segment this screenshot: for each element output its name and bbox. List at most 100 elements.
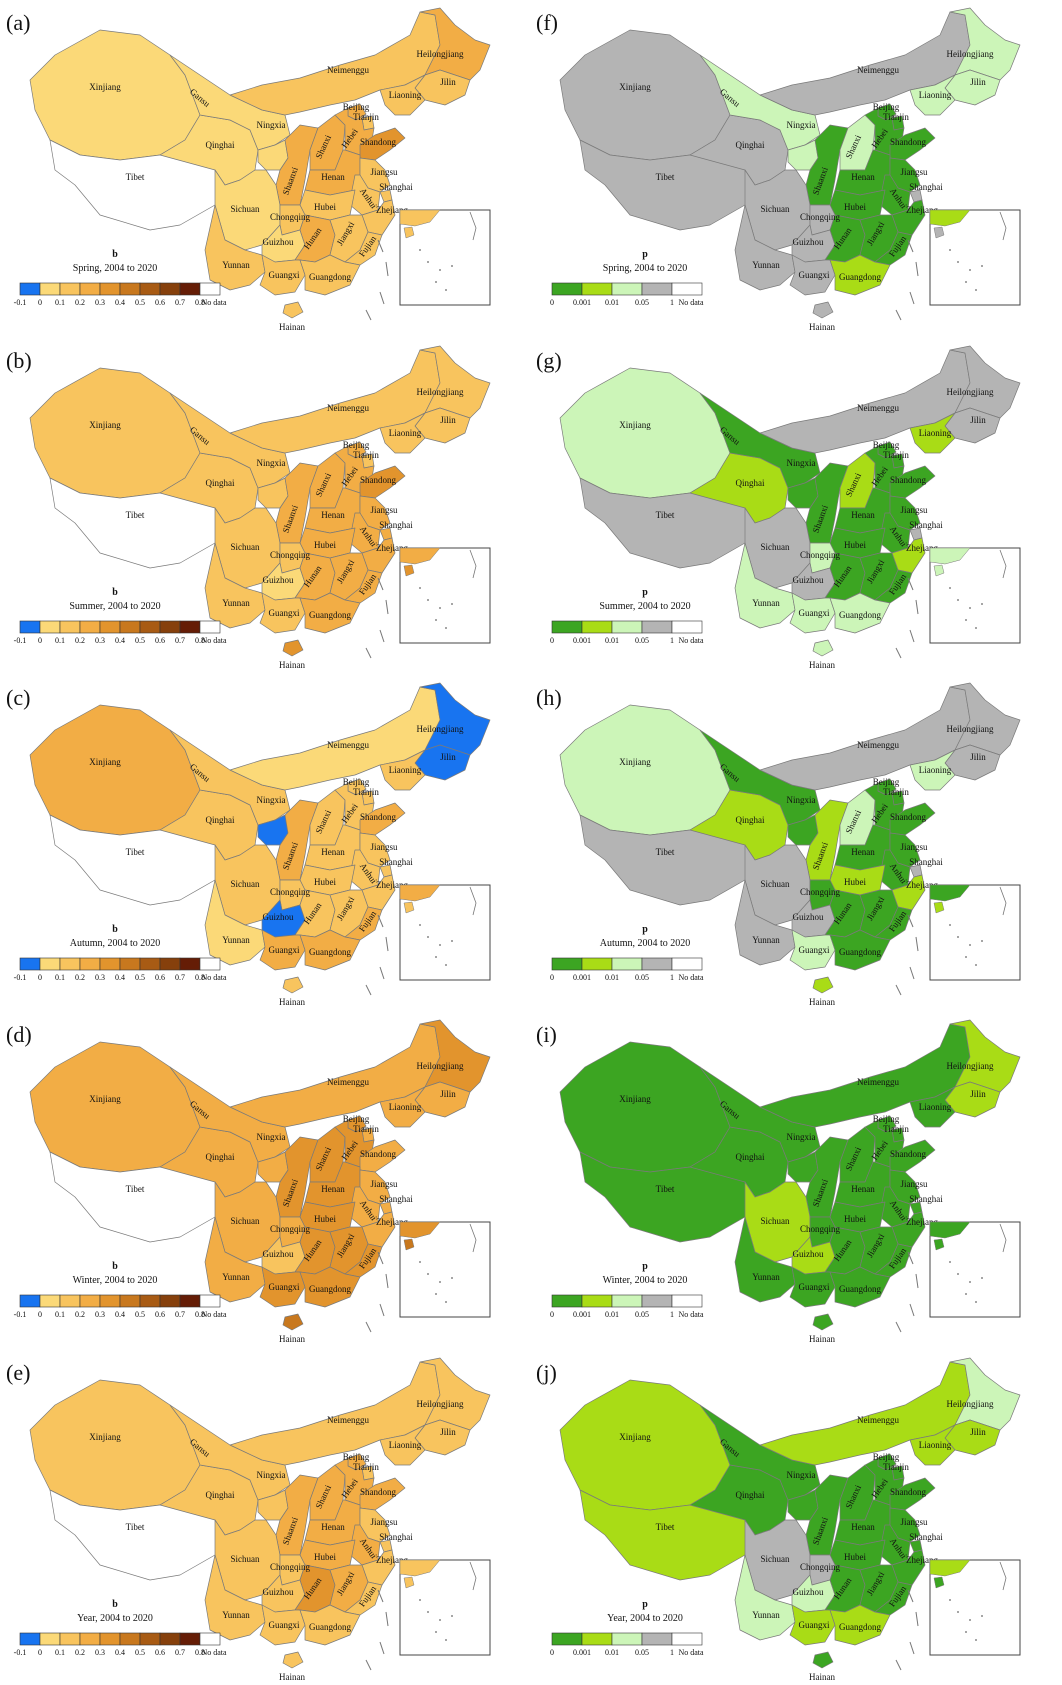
south-china-sea-inset xyxy=(399,547,491,644)
province-xinjiang xyxy=(29,1379,201,1511)
province-label-guangxi: Guangxi xyxy=(799,608,830,618)
province-label-yunnan: Yunnan xyxy=(752,260,780,270)
south-china-sea-inset xyxy=(929,1559,1021,1656)
legend-swatch-0 xyxy=(551,957,583,971)
legend-swatch-0 xyxy=(551,1294,583,1308)
province-label-chongqing: Chongqing xyxy=(800,887,841,897)
province-label-heilongjiang: Heilongjiang xyxy=(947,724,994,734)
province-label-xinjiang: Xinjiang xyxy=(619,757,651,767)
legend-tick: 0 xyxy=(38,1648,42,1657)
province-guangdong xyxy=(829,1604,891,1646)
province-label-ningxia: Ningxia xyxy=(257,795,286,805)
province-label-hubei: Hubei xyxy=(844,540,866,550)
province-label-hubei: Hubei xyxy=(314,540,336,550)
legend-tick: 0 xyxy=(550,1648,554,1657)
legend-tick: -0.1 xyxy=(14,298,27,307)
legend-tick: 0.7 xyxy=(175,1648,185,1657)
legend-colorbar: -0.1 0 0.1 0.2 0.3 0.4 0.5 0.6 0.7 0.8No data xyxy=(14,1294,227,1319)
province-yunnan xyxy=(734,1216,796,1303)
legend-swatch-5 xyxy=(119,1632,141,1646)
legend-tick: 0.5 xyxy=(135,298,145,307)
province-label-jiangsu: Jiangsu xyxy=(371,1517,399,1527)
legend-swatch-1 xyxy=(581,620,613,634)
legend-swatch-0 xyxy=(19,620,41,634)
province-label-hubei: Hubei xyxy=(844,1552,866,1562)
province-label-qinghai: Qinghai xyxy=(736,1152,765,1162)
legend-variable: b xyxy=(112,1599,118,1610)
province-label-guangxi: Guangxi xyxy=(799,1282,830,1292)
province-label-tibet: Tibet xyxy=(126,172,145,182)
province-label-beijing: Beijing xyxy=(873,1114,900,1124)
legend-period: Year, 2004 to 2020 xyxy=(607,1613,683,1624)
legend-swatch-5 xyxy=(119,957,141,971)
legend-variable: p xyxy=(642,1261,648,1272)
panel-letter: (e) xyxy=(6,1360,30,1385)
legend-swatch-1 xyxy=(39,1294,61,1308)
province-label-beijing: Beijing xyxy=(873,102,900,112)
province-label-shanghai: Shanghai xyxy=(379,1532,413,1542)
province-label-ningxia: Ningxia xyxy=(257,120,286,130)
legend-tick: 0.1 xyxy=(55,636,65,645)
province-label-liaoning: Liaoning xyxy=(919,765,952,775)
legend-swatch-nodata xyxy=(671,957,703,971)
province-yunnan xyxy=(734,204,796,291)
province-label-jiangsu: Jiangsu xyxy=(901,505,929,515)
legend-tick: 0.7 xyxy=(175,636,185,645)
province-label-shandong: Shandong xyxy=(890,475,927,485)
legend-tick: 0 xyxy=(38,636,42,645)
province-label-shandong: Shandong xyxy=(890,812,927,822)
legend-tick: 0.01 xyxy=(605,636,619,645)
province-label-xinjiang: Xinjiang xyxy=(619,1094,651,1104)
legend-swatch-2 xyxy=(611,957,643,971)
province-label-henan: Henan xyxy=(321,1522,345,1532)
province-label-ningxia: Ningxia xyxy=(787,795,816,805)
legend-colorbar: 0 0.001 0.01 0.05 1 No data xyxy=(550,1632,704,1657)
panel-letter: (b) xyxy=(6,348,32,373)
legend-swatch-6 xyxy=(139,1294,161,1308)
boundary-dash xyxy=(365,984,372,996)
boundary-dash xyxy=(379,291,385,305)
legend-tick: 0 xyxy=(38,1310,42,1319)
legend-period: Winter, 2004 to 2020 xyxy=(603,1275,688,1286)
province-label-guangxi: Guangxi xyxy=(269,1282,300,1292)
province-label-chongqing: Chongqing xyxy=(270,1224,311,1234)
legend-period: Autumn, 2004 to 2020 xyxy=(600,938,691,949)
legend-swatch-2 xyxy=(611,1294,643,1308)
province-label-hainan: Hainan xyxy=(279,660,305,670)
province-label-guizhou: Guizhou xyxy=(793,237,824,247)
legend-tick: 1 xyxy=(670,1310,674,1319)
province-label-heilongjiang: Heilongjiang xyxy=(947,49,994,59)
province-label-qinghai: Qinghai xyxy=(206,1152,235,1162)
province-label-jiangsu: Jiangsu xyxy=(371,505,399,515)
province-label-shanghai: Shanghai xyxy=(379,520,413,530)
legend-nodata-label: No data xyxy=(678,636,704,645)
province-label-ningxia: Ningxia xyxy=(257,1470,286,1480)
province-label-guizhou: Guizhou xyxy=(263,575,294,585)
province-label-tibet: Tibet xyxy=(126,510,145,520)
legend-swatch-1 xyxy=(39,957,61,971)
province-label-heilongjiang: Heilongjiang xyxy=(417,387,464,397)
province-yunnan xyxy=(204,879,266,966)
boundary-dash xyxy=(895,1659,902,1671)
province-label-chongqing: Chongqing xyxy=(800,1562,841,1572)
province-liaoning xyxy=(909,74,956,116)
province-label-chongqing: Chongqing xyxy=(270,887,311,897)
province-label-beijing: Beijing xyxy=(343,102,370,112)
province-label-guangxi: Guangxi xyxy=(269,270,300,280)
province-label-guizhou: Guizhou xyxy=(793,1249,824,1259)
province-label-ningxia: Ningxia xyxy=(787,120,816,130)
province-label-neimenggu: Neimenggu xyxy=(327,403,369,413)
legend-tick: 0.5 xyxy=(135,973,145,982)
province-label-qinghai: Qinghai xyxy=(736,815,765,825)
province-label-liaoning: Liaoning xyxy=(919,90,952,100)
province-label-henan: Henan xyxy=(321,1184,345,1194)
province-label-tianjin: Tianjin xyxy=(883,112,909,122)
province-label-zhejiang: Zhejiang xyxy=(906,880,938,890)
legend-swatch-2 xyxy=(611,620,643,634)
province-label-ningxia: Ningxia xyxy=(257,458,286,468)
legend-tick: 0.2 xyxy=(75,973,85,982)
province-yunnan xyxy=(204,204,266,291)
province-label-hainan: Hainan xyxy=(809,1334,835,1344)
legend-tick: 0.1 xyxy=(55,298,65,307)
province-label-neimenggu: Neimenggu xyxy=(857,403,899,413)
